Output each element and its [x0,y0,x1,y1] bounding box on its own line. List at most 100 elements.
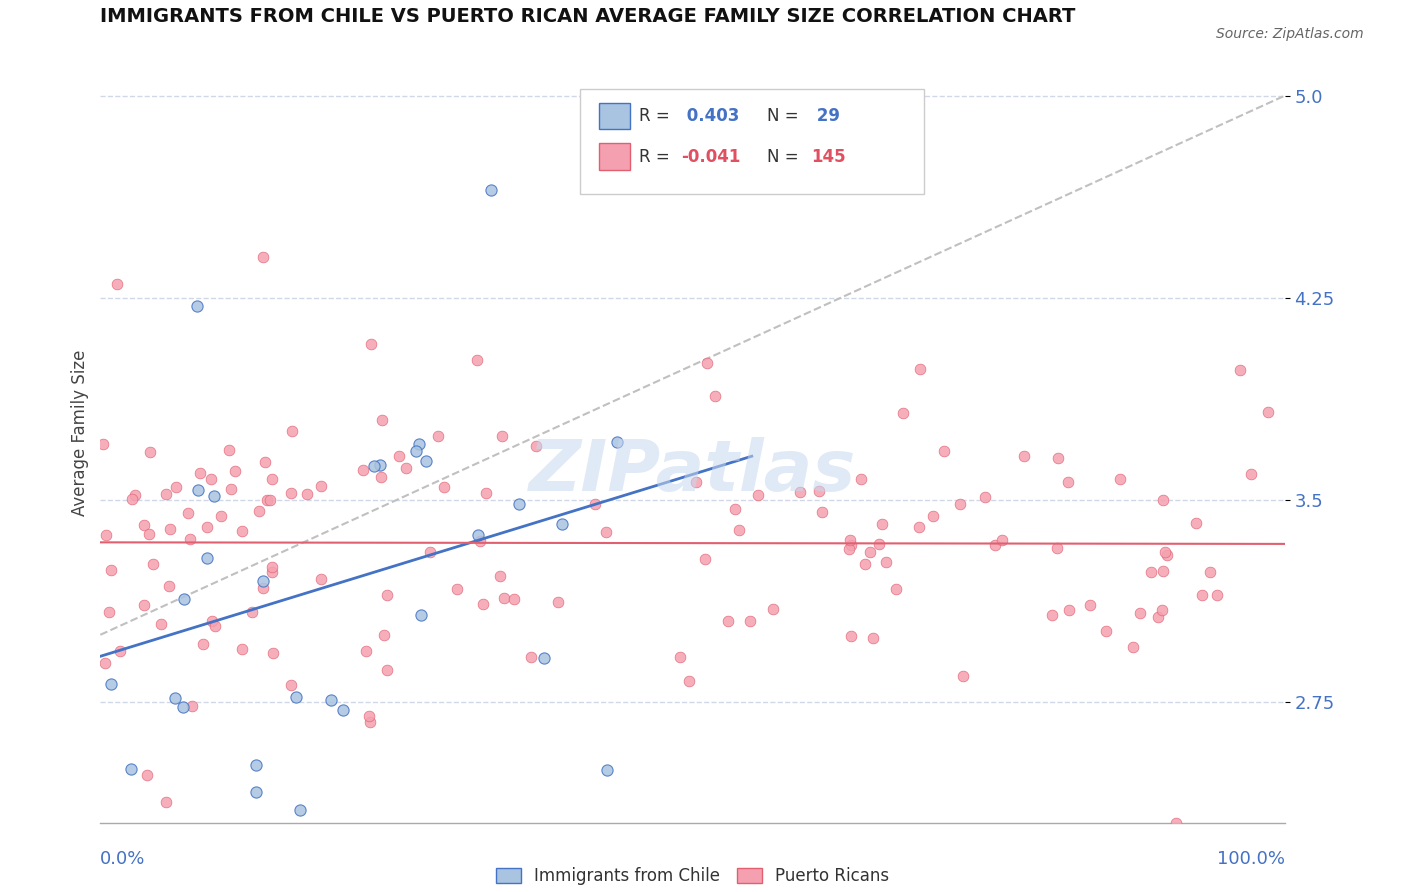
Point [373,628,395,642]
Point [202,489,225,503]
Point [100,677,122,691]
Point [371,413,394,427]
Point [973,490,995,504]
Point [891,406,914,420]
Point [870,516,893,531]
Y-axis label: Average Family Size: Average Family Size [72,350,89,516]
Point [93,656,115,670]
Point [789,485,811,500]
Point [254,455,277,469]
Point [163,691,186,706]
Point [1078,598,1101,612]
Point [405,444,427,458]
Point [108,644,131,658]
Point [157,579,180,593]
Point [150,617,173,632]
Point [139,445,162,459]
Point [606,434,628,449]
Point [932,443,955,458]
Point [1095,624,1118,638]
Point [295,487,318,501]
Legend: Immigrants from Chile, Puerto Ricans: Immigrants from Chile, Puerto Ricans [488,859,897,892]
Point [1257,405,1279,419]
Point [195,520,218,534]
Point [357,708,380,723]
Text: N =: N = [768,107,804,125]
Point [280,486,302,500]
Point [319,693,342,707]
Point [280,678,302,692]
Point [747,488,769,502]
Point [375,588,398,602]
Point [907,519,929,533]
Point [173,592,195,607]
Point [252,251,274,265]
Point [142,558,165,572]
Point [520,650,543,665]
Point [949,497,972,511]
Point [121,491,143,506]
Point [470,533,492,548]
Point [762,601,785,615]
Point [155,795,177,809]
Point [838,542,860,557]
Point [195,550,218,565]
Point [218,443,240,458]
Point [165,480,187,494]
Text: 0.0%: 0.0% [100,850,146,868]
Point [908,362,931,376]
Point [368,458,391,472]
Point [474,485,496,500]
Point [1012,450,1035,464]
Point [201,614,224,628]
Point [138,526,160,541]
Point [1046,450,1069,465]
Point [186,299,208,313]
Point [1140,566,1163,580]
Point [724,502,747,516]
Point [1153,544,1175,558]
Point [179,532,201,546]
Point [260,472,283,486]
Point [132,598,155,612]
Point [224,464,246,478]
Point [491,429,513,443]
Point [96,528,118,542]
Point [360,337,382,351]
Point [547,595,569,609]
Point [191,636,214,650]
Point [370,470,392,484]
Text: 145: 145 [811,148,845,166]
Point [284,690,307,705]
Point [262,566,284,580]
Point [354,644,377,658]
Point [922,508,945,523]
Point [219,483,242,497]
Point [728,524,751,538]
Point [97,605,120,619]
Point [252,581,274,595]
Text: N =: N = [768,148,804,166]
Point [583,497,606,511]
Point [839,533,862,548]
Point [1191,588,1213,602]
Point [853,557,876,571]
Text: R =: R = [640,148,675,166]
Point [419,544,441,558]
Point [332,703,354,717]
Point [886,582,908,596]
Point [595,524,617,539]
Point [91,437,114,451]
Point [533,651,555,665]
Point [494,591,516,606]
Point [669,650,692,665]
Point [1108,472,1130,486]
Point [1184,516,1206,530]
Point [703,388,725,402]
Point [288,803,311,817]
Point [247,504,270,518]
Text: Source: ZipAtlas.com: Source: ZipAtlas.com [1216,27,1364,41]
Point [596,763,619,777]
Point [1229,362,1251,376]
Point [352,463,374,477]
